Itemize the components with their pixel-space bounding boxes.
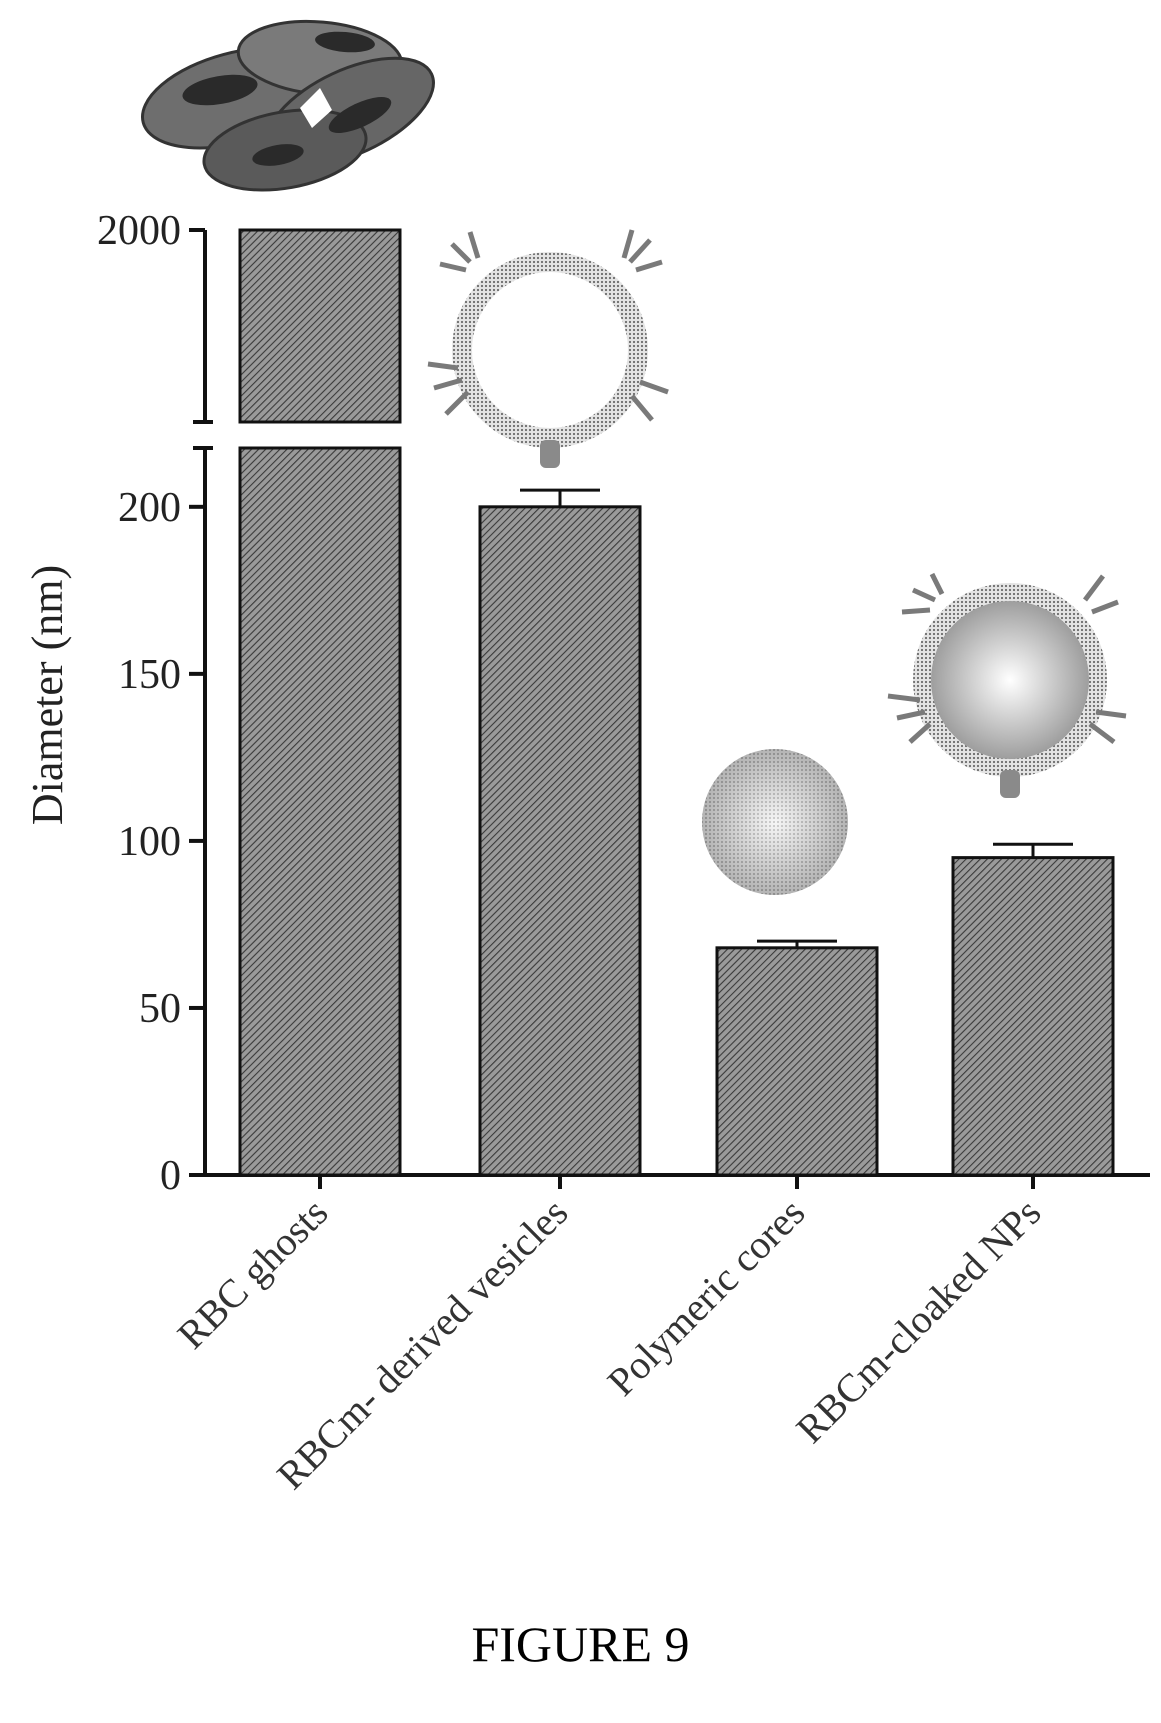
cloaked-np-icon: [887, 572, 1127, 798]
y-tick-label: 150: [118, 652, 181, 698]
rbc-ghost-icon: [141, 19, 435, 192]
y-tick-label: 2000: [97, 208, 181, 254]
y-tick-label: 0: [160, 1153, 181, 1199]
bar: [478, 505, 642, 1177]
bar: [238, 446, 402, 1177]
bar: [715, 946, 879, 1177]
category-label: Polymeric cores: [599, 1190, 814, 1405]
tick-labels: 0 50 100 150 200 2000: [97, 208, 1035, 1199]
y-tick-label: 100: [118, 819, 181, 865]
y-tick-label: 50: [139, 986, 181, 1032]
bar: [951, 856, 1115, 1177]
y-axis-title: Diameter (nm): [23, 565, 72, 825]
y-tick-label: 200: [118, 485, 181, 531]
category-label: RBCm-cloaked NPs: [787, 1190, 1049, 1452]
figure-caption: FIGURE 9: [471, 1616, 690, 1672]
bars: [238, 228, 1115, 1177]
category-label: RBC ghosts: [169, 1190, 337, 1358]
vesicle-icon: [427, 229, 669, 468]
polymeric-core-icon: [702, 749, 848, 895]
bar-upper-segment: [238, 228, 402, 424]
